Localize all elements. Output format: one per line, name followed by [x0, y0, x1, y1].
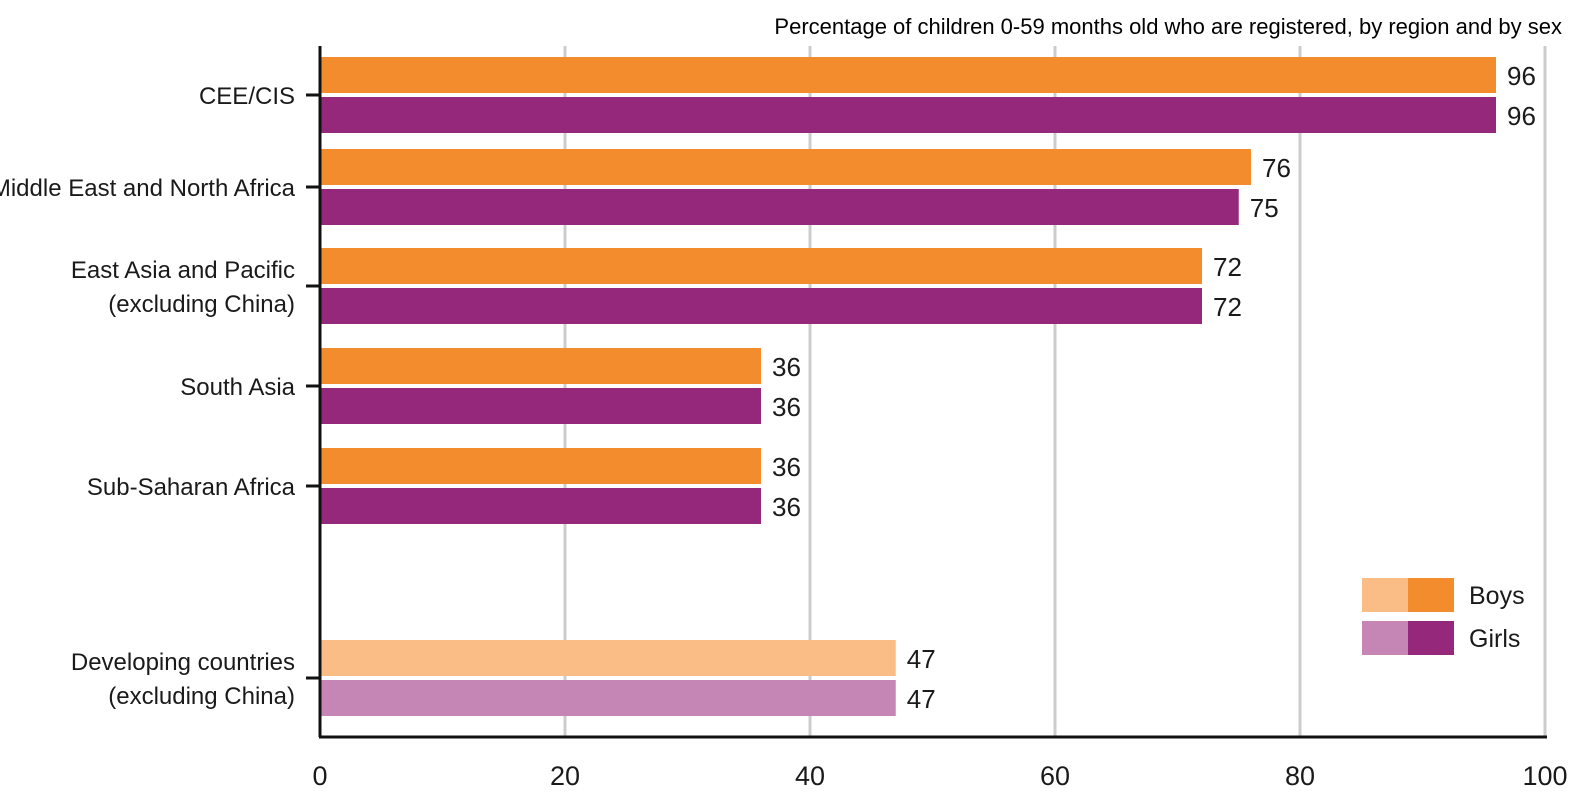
value-label-developing-countries-boys: 47 [907, 644, 936, 674]
legend-swatch-light-boys [1362, 578, 1408, 612]
labels: 0 20 40 60 80 100 96 96 CEE/CIS 76 75 Middle East a… [0, 61, 1568, 791]
legend-swatch-girls [1408, 621, 1454, 655]
category-label-east-asia-and-pacific-line2: (excluding China) [108, 291, 295, 318]
bar-south-asia-girls [320, 388, 761, 424]
category-label-south-asia: South Asia [180, 374, 295, 401]
x-tick-label-0: 0 [312, 761, 327, 791]
value-label-developing-countries-girls: 47 [907, 684, 936, 714]
value-label-south-asia-boys: 36 [772, 352, 801, 382]
x-tick-label-100: 100 [1522, 761, 1567, 791]
value-label-east-asia-and-pacific-boys: 72 [1213, 252, 1242, 282]
bar-east-asia-and-pacific-boys [320, 248, 1202, 284]
bar-cee-cis-girls [320, 97, 1496, 133]
legend: Boys Girls [1362, 578, 1525, 655]
x-tick-label-20: 20 [550, 761, 580, 791]
value-label-sub-saharan-africa-boys: 36 [772, 452, 801, 482]
value-label-middle-east-and-north-africa-girls: 75 [1250, 193, 1279, 223]
bar-developing-countries-girls [320, 680, 896, 716]
value-label-cee-cis-boys: 96 [1507, 61, 1536, 91]
chart-title: Percentage of children 0-59 months old w… [774, 14, 1562, 39]
x-tick-label-80: 80 [1285, 761, 1315, 791]
category-label-developing-countries-line2: (excluding China) [108, 683, 295, 710]
legend-label-boys: Boys [1469, 582, 1525, 610]
value-label-south-asia-girls: 36 [772, 392, 801, 422]
category-label-developing-countries: Developing countries [71, 649, 295, 676]
bar-middle-east-and-north-africa-boys [320, 149, 1251, 185]
legend-label-girls: Girls [1469, 625, 1520, 653]
legend-swatch-boys [1408, 578, 1454, 612]
bar-middle-east-and-north-africa-girls [320, 189, 1239, 225]
category-label-sub-saharan-africa: Sub-Saharan Africa [87, 474, 296, 501]
bar-east-asia-and-pacific-girls [320, 288, 1202, 324]
bar-sub-saharan-africa-girls [320, 488, 761, 524]
value-label-sub-saharan-africa-girls: 36 [772, 492, 801, 522]
bar-sub-saharan-africa-boys [320, 448, 761, 484]
x-tick-label-40: 40 [795, 761, 825, 791]
value-label-cee-cis-girls: 96 [1507, 101, 1536, 131]
category-label-cee-cis: CEE/CIS [199, 83, 295, 110]
legend-swatch-light-girls [1362, 621, 1408, 655]
bar-south-asia-boys [320, 348, 761, 384]
category-label-middle-east-and-north-africa: Middle East and North Africa [0, 175, 296, 202]
category-label-east-asia-and-pacific: East Asia and Pacific [71, 257, 295, 284]
bar-cee-cis-boys [320, 57, 1496, 93]
x-tick-label-60: 60 [1040, 761, 1070, 791]
bar-developing-countries-boys [320, 640, 896, 676]
axes [306, 46, 1547, 739]
bars [320, 57, 1496, 716]
value-label-east-asia-and-pacific-girls: 72 [1213, 292, 1242, 322]
value-label-middle-east-and-north-africa-boys: 76 [1262, 153, 1291, 183]
